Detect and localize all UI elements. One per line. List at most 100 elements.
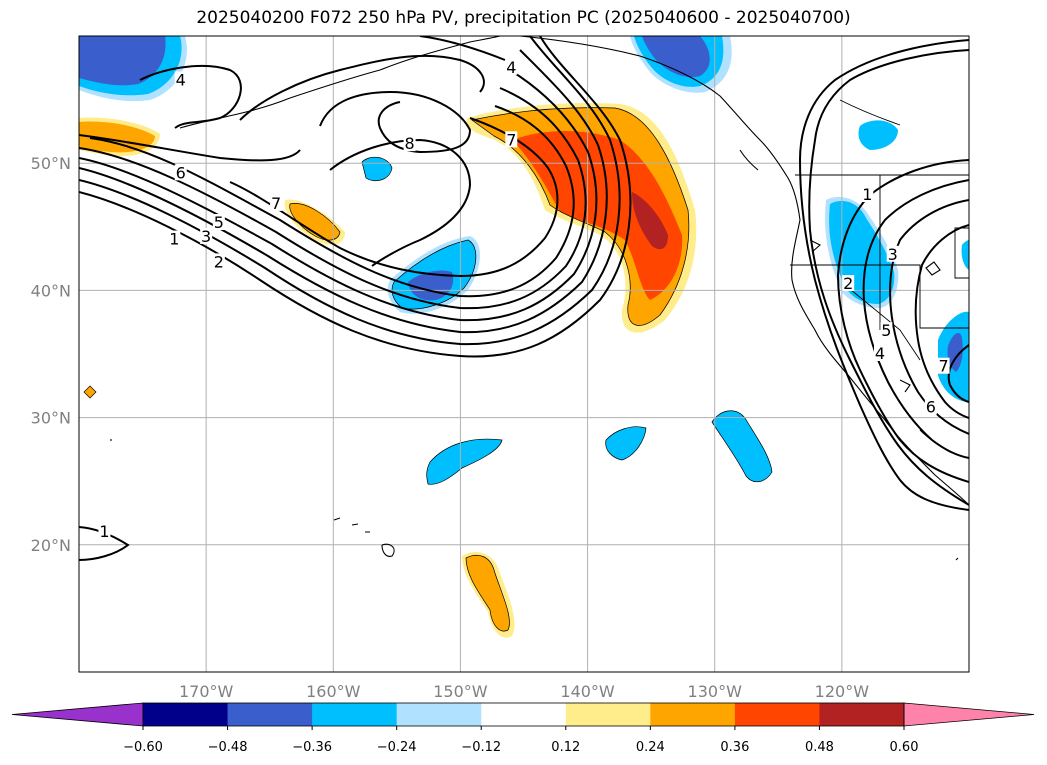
shade-negative-e4	[961, 240, 969, 270]
pv-contour-1-w	[79, 36, 632, 358]
pv-contour-east-outer	[808, 49, 969, 506]
pv-contour-east-outer-2	[798, 39, 969, 511]
pv-contour-label: 2	[843, 274, 853, 293]
pv-contour-1-sw	[79, 526, 130, 561]
pv-contour-east-4	[914, 224, 969, 419]
pv-label-bg	[174, 71, 187, 88]
pv-contour-label: 1	[169, 230, 179, 249]
colorbar-tick-label: −0.24	[377, 740, 417, 755]
x-tick-label: 120°W	[815, 682, 870, 701]
x-tick-label: 130°W	[688, 682, 743, 701]
pv-label-bg	[212, 213, 225, 230]
pv-label-bg	[174, 164, 187, 181]
pv-label-bg	[880, 322, 893, 339]
pv-contour-label: 1	[99, 522, 109, 541]
pv-label-bg	[874, 345, 886, 361]
pv-contour-4-nw	[139, 64, 242, 129]
pv-label-bg	[270, 194, 283, 211]
colorbar-tick-label: 0.48	[805, 740, 834, 755]
pv-contour-east-5	[947, 344, 969, 403]
colorbar-segment	[312, 703, 398, 726]
x-tick-label: 140°W	[560, 682, 615, 701]
colorbar-tick-label: −0.36	[292, 740, 332, 755]
colorbar-segment	[734, 703, 820, 726]
pv-contour-label: 6	[926, 397, 936, 416]
colorbar-tick-label: 0.60	[890, 740, 919, 755]
pv-contour-2-n	[419, 36, 506, 61]
pv-contour-3-w	[79, 49, 608, 334]
colorbar-segment	[565, 703, 651, 726]
x-tick-label: 150°W	[433, 682, 488, 701]
colorbar-segment	[143, 703, 229, 726]
pv-label-bg	[924, 398, 937, 415]
pv-label-bg	[842, 275, 855, 292]
pv-contour-6-w	[89, 105, 575, 298]
coastlines	[110, 36, 969, 561]
pv-label-bg	[505, 131, 518, 148]
pv-label-bg	[168, 230, 181, 247]
pv-contour-label: 5	[881, 321, 891, 340]
pv-contour-east-1	[836, 159, 969, 483]
colorbar-frame	[142, 702, 905, 727]
colorbar-extend-high	[903, 702, 1035, 727]
pv-contour-label: 7	[506, 130, 516, 149]
shade-negative-e2	[858, 120, 898, 150]
pv-contour-label: 1	[862, 185, 872, 204]
pv-contours	[79, 36, 969, 561]
gridlines	[79, 36, 969, 672]
pv-contour-6-n	[79, 134, 301, 162]
pv-contour-label: 4	[506, 58, 516, 77]
colorbar-segment	[650, 703, 736, 726]
y-tick-label: 50°N	[31, 154, 71, 173]
pv-contour-label: 4	[875, 344, 885, 363]
pv-contour-label: 2	[214, 252, 224, 271]
y-tick-label: 20°N	[31, 536, 71, 555]
pv-contour-label: 3	[888, 245, 898, 264]
chart-title: 2025040200 F072 250 hPa PV, precipitatio…	[196, 8, 851, 28]
colorbar-tick-label: −0.48	[208, 740, 248, 755]
pv-label-bg	[505, 58, 518, 75]
pv-contour-label: 8	[404, 134, 414, 153]
colorbar-tick-label: −0.60	[123, 740, 163, 755]
pv-contour-label: 6	[176, 163, 186, 182]
colorbar-tick-label: 0.36	[720, 740, 749, 755]
pv-label-bg	[98, 523, 111, 540]
colorbar-segment	[481, 703, 567, 726]
y-tick-labels: 20°N 30°N 40°N 50°N	[31, 154, 71, 555]
pv-contour-label: 4	[176, 71, 186, 90]
x-tick-labels: 170°W 160°W 150°W 140°W 130°W 120°W	[179, 682, 869, 701]
pv-contour-label: 7	[271, 194, 281, 213]
colorbar-segment	[396, 703, 482, 726]
shading-outlines	[83, 107, 773, 632]
shade-positive-c-orange	[289, 203, 340, 241]
shade-negative-small3	[605, 426, 646, 460]
shade-negative-small4	[712, 410, 772, 482]
x-tick-label: 170°W	[179, 682, 234, 701]
pv-label-bg	[403, 135, 416, 152]
pv-contour-label: 3	[201, 227, 211, 246]
pv-contour-8	[319, 90, 472, 154]
borders	[790, 99, 969, 361]
pv-label-bg	[212, 253, 225, 270]
pv-label-bg	[886, 245, 899, 262]
colorbar-tick-label: 0.24	[636, 740, 665, 755]
pv-contour-3-n	[239, 54, 485, 121]
colorbar-extend-low	[11, 702, 144, 727]
colorbar: −0.60 −0.48 −0.36 −0.24 −0.12 0.12 0.24 0.36 0.4…	[11, 702, 1035, 755]
shade-negative-small2	[426, 439, 502, 485]
pv-contour-7-w	[229, 117, 559, 278]
pv-contour-east-2	[862, 179, 969, 459]
colorbar-segment	[227, 703, 313, 726]
pv-contour-5-loop	[329, 138, 472, 267]
shade-positive-main-red	[512, 131, 683, 300]
colorbar-segment	[819, 703, 905, 726]
pv-contour-2-w	[79, 36, 621, 346]
shade-negative-e3-darkblue	[947, 332, 963, 372]
x-tick-label: 160°W	[306, 682, 361, 701]
pv-label-bg	[200, 227, 213, 244]
pv-label-bg	[861, 186, 874, 202]
pv-contour-label: 5	[214, 213, 224, 232]
